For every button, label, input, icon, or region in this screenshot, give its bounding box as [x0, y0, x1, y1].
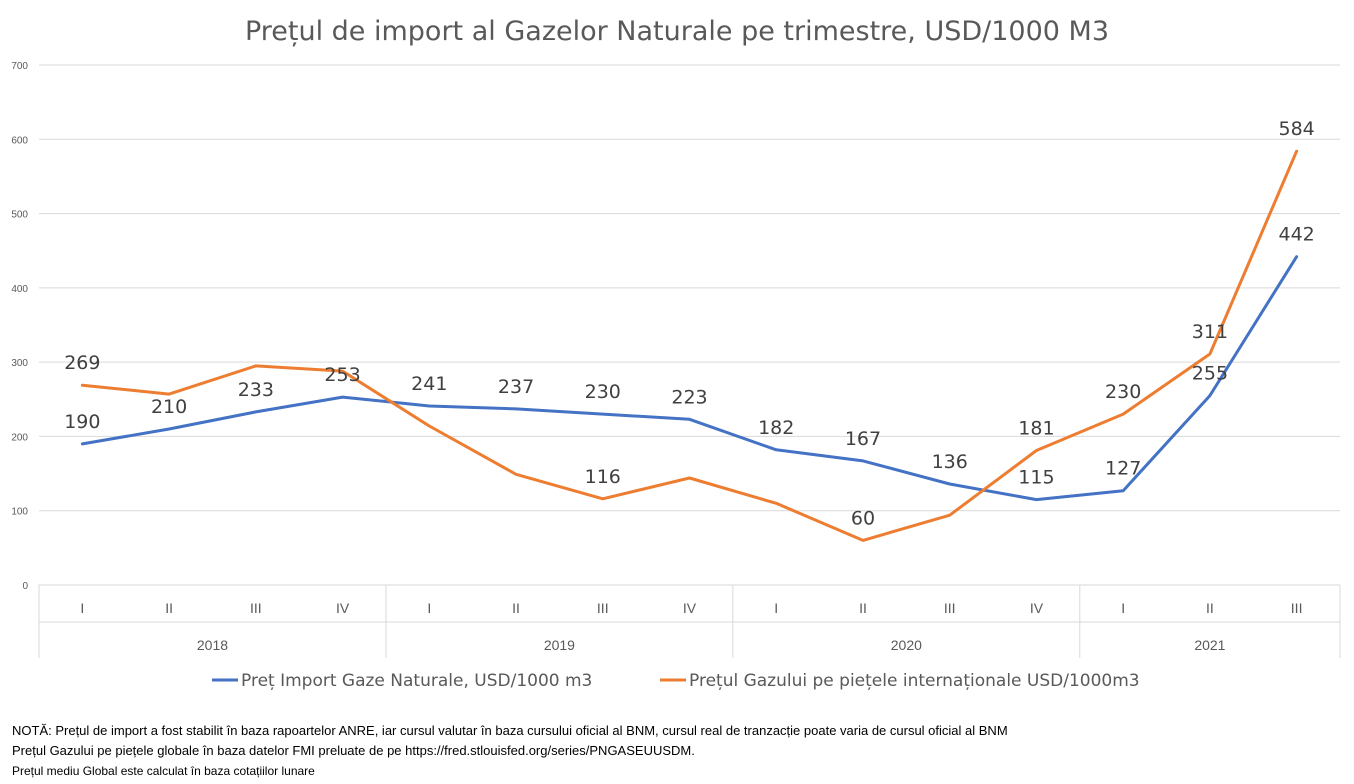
data-label: 60	[851, 507, 875, 529]
x-group-label: 2019	[544, 637, 575, 653]
data-label: 230	[1105, 381, 1141, 403]
x-tick-label: I	[774, 600, 778, 616]
data-label: 311	[1192, 321, 1228, 343]
x-tick-label: III	[1291, 600, 1303, 616]
data-label: 115	[1018, 467, 1054, 489]
series-line-2	[80, 149, 1299, 542]
x-tick-label: IV	[336, 600, 350, 616]
x-tick-label: II	[165, 600, 173, 616]
data-label: 210	[151, 396, 187, 418]
legend-label-2: Prețul Gazului pe piețele internaționale…	[689, 671, 1140, 691]
x-tick-label: III	[944, 600, 956, 616]
x-tick-label: II	[859, 600, 867, 616]
data-label: 182	[758, 417, 794, 439]
data-label: 230	[585, 381, 621, 403]
data-label: 269	[64, 352, 100, 374]
chart-title: Prețul de import al Gazelor Naturale pe …	[245, 16, 1109, 47]
data-label: 255	[1192, 363, 1228, 385]
data-label: 253	[324, 364, 360, 386]
data-label: 116	[585, 466, 621, 488]
x-group-label: 2018	[197, 637, 228, 653]
series-line-1	[80, 255, 1299, 502]
data-label: 127	[1105, 458, 1141, 480]
data-label: 223	[671, 386, 707, 408]
data-label: 584	[1279, 118, 1315, 140]
footnote-1: NOTĂ: Prețul de import a fost stabilit î…	[12, 723, 1008, 738]
x-group-label: 2021	[1194, 637, 1225, 653]
y-tick-label: 700	[11, 61, 28, 72]
data-label: 136	[932, 451, 968, 473]
x-tick-label: I	[427, 600, 431, 616]
data-label: 237	[498, 376, 534, 398]
x-tick-label: II	[512, 600, 520, 616]
data-label: 241	[411, 373, 447, 395]
data-label: 181	[1018, 418, 1054, 440]
x-tick-label: I	[80, 600, 84, 616]
y-tick-label: 0	[22, 581, 28, 592]
y-tick-label: 100	[11, 507, 28, 518]
footnote-2: Prețul Gazului pe piețele globale în baz…	[12, 743, 695, 758]
x-tick-label: II	[1206, 600, 1214, 616]
y-tick-label: 500	[11, 210, 28, 221]
footnote-3: Prețul mediu Global este calculat în baz…	[12, 764, 315, 778]
y-tick-label: 400	[11, 284, 28, 295]
y-tick-label: 200	[11, 432, 28, 443]
footnotes: NOTĂ: Prețul de import a fost stabilit î…	[12, 721, 1008, 781]
x-tick-label: IV	[683, 600, 697, 616]
x-group-label: 2020	[891, 637, 922, 653]
legend-label-1: Preț Import Gaze Naturale, USD/1000 m3	[241, 671, 592, 691]
x-tick-label: I	[1121, 600, 1125, 616]
y-tick-label: 600	[11, 135, 28, 146]
y-tick-label: 300	[11, 358, 28, 369]
x-tick-label: III	[250, 600, 262, 616]
x-tick-label: III	[597, 600, 609, 616]
data-label: 233	[238, 379, 274, 401]
x-tick-label: IV	[1030, 600, 1044, 616]
data-label: 167	[845, 428, 881, 450]
data-label: 442	[1279, 224, 1315, 246]
data-label: 190	[64, 411, 100, 433]
